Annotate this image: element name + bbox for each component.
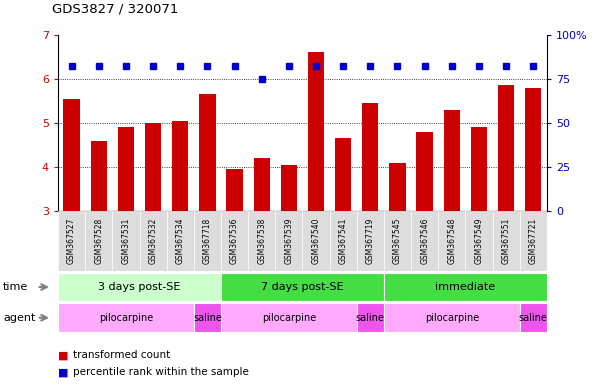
Bar bbox=[384, 303, 520, 332]
Bar bbox=[194, 303, 221, 332]
Bar bbox=[112, 211, 139, 271]
Bar bbox=[417, 132, 433, 211]
Bar bbox=[498, 85, 514, 211]
Text: saline: saline bbox=[193, 313, 222, 323]
Text: 3 days post-SE: 3 days post-SE bbox=[98, 282, 181, 292]
Bar bbox=[58, 273, 221, 301]
Text: GSM367528: GSM367528 bbox=[94, 218, 103, 264]
Text: GSM367719: GSM367719 bbox=[366, 218, 375, 264]
Bar bbox=[145, 123, 161, 211]
Text: GSM367545: GSM367545 bbox=[393, 218, 402, 264]
Text: GSM367546: GSM367546 bbox=[420, 218, 429, 264]
Bar bbox=[276, 211, 302, 271]
Bar bbox=[444, 110, 460, 211]
Bar bbox=[411, 211, 438, 271]
Text: immediate: immediate bbox=[435, 282, 496, 292]
Text: GSM367540: GSM367540 bbox=[312, 218, 321, 264]
Text: percentile rank within the sample: percentile rank within the sample bbox=[73, 367, 249, 377]
Bar bbox=[357, 303, 384, 332]
Text: GSM367551: GSM367551 bbox=[502, 218, 511, 264]
Bar bbox=[302, 211, 329, 271]
Bar bbox=[525, 88, 541, 211]
Bar bbox=[280, 165, 297, 211]
Bar bbox=[492, 211, 520, 271]
Bar bbox=[221, 211, 248, 271]
Text: GSM367541: GSM367541 bbox=[338, 218, 348, 264]
Bar bbox=[308, 52, 324, 211]
Text: GSM367534: GSM367534 bbox=[176, 218, 185, 264]
Bar bbox=[172, 121, 188, 211]
Bar bbox=[227, 169, 243, 211]
Text: GSM367536: GSM367536 bbox=[230, 218, 239, 264]
Text: 7 days post-SE: 7 days post-SE bbox=[261, 282, 344, 292]
Text: GDS3827 / 320071: GDS3827 / 320071 bbox=[52, 2, 178, 15]
Bar bbox=[335, 138, 351, 211]
Text: GSM367548: GSM367548 bbox=[447, 218, 456, 264]
Text: time: time bbox=[3, 282, 28, 292]
Text: pilocarpine: pilocarpine bbox=[99, 313, 153, 323]
Bar bbox=[357, 211, 384, 271]
Text: agent: agent bbox=[3, 313, 35, 323]
Text: ■: ■ bbox=[58, 350, 68, 360]
Bar bbox=[466, 211, 492, 271]
Bar bbox=[58, 303, 194, 332]
Bar bbox=[384, 211, 411, 271]
Text: GSM367721: GSM367721 bbox=[529, 218, 538, 264]
Text: pilocarpine: pilocarpine bbox=[262, 313, 316, 323]
Bar bbox=[194, 211, 221, 271]
Text: saline: saline bbox=[356, 313, 385, 323]
Bar bbox=[221, 273, 384, 301]
Bar bbox=[438, 211, 466, 271]
Text: GSM367718: GSM367718 bbox=[203, 218, 212, 264]
Bar bbox=[118, 127, 134, 211]
Bar bbox=[64, 99, 80, 211]
Bar bbox=[167, 211, 194, 271]
Text: transformed count: transformed count bbox=[73, 350, 170, 360]
Text: ■: ■ bbox=[58, 367, 68, 377]
Text: GSM367549: GSM367549 bbox=[475, 218, 483, 264]
Text: GSM367538: GSM367538 bbox=[257, 218, 266, 264]
Bar bbox=[199, 94, 216, 211]
Bar bbox=[248, 211, 276, 271]
Bar bbox=[85, 211, 112, 271]
Bar bbox=[362, 103, 378, 211]
Bar bbox=[90, 141, 107, 211]
Text: GSM367532: GSM367532 bbox=[148, 218, 158, 264]
Bar bbox=[329, 211, 357, 271]
Bar bbox=[384, 273, 547, 301]
Bar bbox=[471, 127, 487, 211]
Bar bbox=[58, 211, 85, 271]
Bar bbox=[139, 211, 167, 271]
Bar bbox=[389, 163, 406, 211]
Bar bbox=[254, 158, 270, 211]
Text: GSM367539: GSM367539 bbox=[284, 218, 293, 264]
Bar bbox=[221, 303, 357, 332]
Text: GSM367531: GSM367531 bbox=[122, 218, 130, 264]
Text: GSM367527: GSM367527 bbox=[67, 218, 76, 264]
Text: saline: saline bbox=[519, 313, 547, 323]
Text: pilocarpine: pilocarpine bbox=[425, 313, 479, 323]
Bar bbox=[520, 303, 547, 332]
Bar bbox=[520, 211, 547, 271]
